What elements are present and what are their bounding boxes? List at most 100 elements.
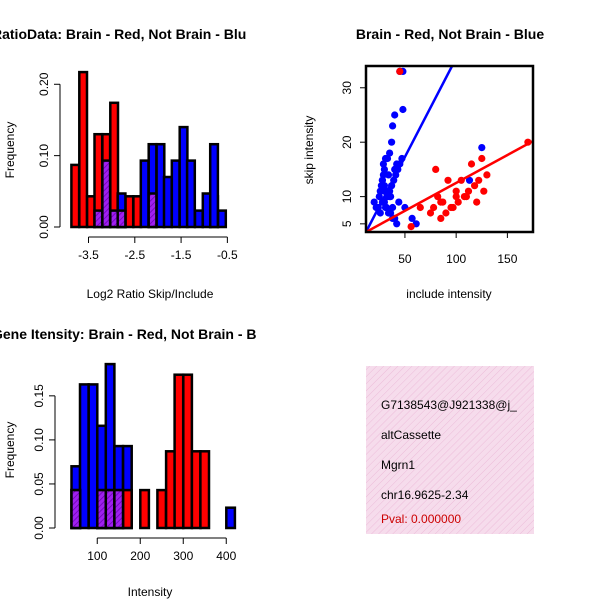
gene-bar-brain — [199, 450, 211, 530]
scatter-point-not-brain — [387, 193, 395, 201]
scatter-point-brain — [473, 198, 481, 206]
scatter-point-brain — [437, 214, 445, 222]
ratio-histogram-bars — [70, 70, 228, 229]
gene-bar-not-brain — [225, 506, 237, 530]
scatter-point-brain — [454, 198, 462, 206]
gene-y-tick-label: 0.15 — [32, 384, 46, 408]
ratio-bar-overlap — [116, 209, 127, 229]
ratio-bar-brain — [78, 70, 89, 229]
scatter-frame — [364, 64, 535, 234]
ratio-y-tick-label: 0.00 — [37, 215, 51, 239]
ratio-bar-overlap — [147, 192, 158, 229]
scatter-point-not-brain — [389, 203, 397, 212]
gene-bar-brain — [121, 488, 133, 530]
ratio-bar-not-brain — [216, 209, 228, 229]
scatter-point-not-brain — [379, 171, 387, 179]
gene-bar-brain — [156, 488, 168, 530]
gene-bar-brain — [139, 488, 151, 530]
scatter-y-tick-label: 5 — [340, 220, 354, 227]
intensity-scatter-panel: Brain - Red, Not Brain - Blue include in… — [302, 26, 544, 301]
gene-histogram-title: Gene Itensity: Brain - Red, Not Brain - … — [0, 326, 256, 342]
scatter-point-not-brain — [379, 160, 387, 168]
ratio-x-tick-label: -3.5 — [78, 248, 99, 262]
info-location: chr16.9625-2.34 — [381, 488, 469, 502]
scatter-point-brain — [430, 203, 438, 212]
ratio-bar-brain — [70, 163, 81, 229]
ratio-bar-not-brain — [162, 175, 173, 229]
info-junction-id: G7138543@J921338@j_ — [381, 398, 517, 412]
scatter-point-brain — [483, 171, 491, 179]
fit-line-red — [366, 140, 533, 232]
scatter-point-not-brain — [370, 198, 378, 206]
scatter-point-not-brain — [381, 154, 390, 163]
fit-line-blue — [366, 66, 454, 232]
scatter-point-not-brain — [386, 149, 394, 157]
scatter-ylabel: skip intensity — [302, 116, 316, 185]
scatter-point-not-brain — [399, 105, 407, 114]
scatter-point-not-brain — [384, 171, 393, 179]
scatter-point-brain — [437, 198, 445, 206]
ratio-x-tick-label: -0.5 — [217, 248, 238, 262]
scatter-point-not-brain — [478, 144, 486, 152]
scatter-point-brain — [478, 154, 486, 163]
scatter-xlabel: include intensity — [406, 287, 491, 301]
gene-x-tick-label: 100 — [87, 549, 107, 563]
scatter-point-brain — [480, 187, 488, 195]
scatter-point-brain — [442, 209, 450, 217]
scatter-title: Brain - Red, Not Brain - Blue — [356, 26, 544, 42]
gene-bar-brain — [173, 373, 185, 530]
scatter-point-not-brain — [408, 214, 416, 222]
scatter-point-brain — [407, 223, 415, 231]
scatter-point-not-brain — [382, 203, 391, 212]
scatter-point-not-brain — [376, 209, 384, 217]
scatter-point-brain — [471, 182, 479, 190]
scatter-point-brain — [475, 176, 483, 184]
scatter-point-brain — [452, 187, 460, 195]
scatter-plot-area — [366, 66, 533, 232]
scatter-clip-group — [366, 66, 533, 232]
gene-histogram-bars — [70, 362, 237, 530]
info-box-panel: G7138543@J921338@j_ altCassette Mgrn1 ch… — [366, 366, 534, 534]
scatter-y-tick-label: 20 — [340, 135, 354, 149]
scatter-point-not-brain — [393, 220, 401, 228]
info-event-type: altCassette — [381, 428, 441, 442]
ratio-y-tick-label: 0.10 — [37, 144, 51, 168]
scatter-point-brain — [426, 209, 435, 217]
ratio-x-tick-label: -2.5 — [124, 248, 145, 262]
info-gene-name: Mgrn1 — [381, 458, 415, 472]
scatter-point-brain — [452, 193, 460, 201]
gene-y-tick-label: 0.10 — [32, 428, 46, 452]
ratio-histogram-ylabel: Frequency — [3, 122, 17, 179]
scatter-point-brain — [460, 193, 468, 201]
scatter-point-not-brain — [380, 182, 388, 190]
gene-x-tick-label: 200 — [130, 549, 150, 563]
scatter-x-tick-label: 50 — [398, 252, 412, 266]
gene-histogram-axes: 100 200 300 400 0.00 0.05 0.10 0.15 — [32, 384, 237, 563]
info-box-background — [366, 366, 534, 534]
ratio-bar-overlap — [101, 159, 112, 229]
ratio-bar-not-brain — [193, 209, 204, 229]
scatter-x-tick-label: 100 — [446, 252, 466, 266]
gene-bar-overlap — [70, 488, 82, 530]
scatter-point-not-brain — [380, 165, 388, 173]
gene-histogram-ylabel: Frequency — [3, 422, 17, 479]
gene-y-tick-label: 0.00 — [32, 516, 46, 540]
gene-x-tick-label: 400 — [216, 549, 236, 563]
scatter-point-not-brain — [378, 176, 386, 184]
scatter-y-tick-label: 10 — [340, 190, 354, 204]
ratio-bar-not-brain — [185, 159, 197, 229]
scatter-point-not-brain — [387, 209, 395, 217]
ratio-bar-not-brain — [170, 159, 181, 229]
ratio-histogram-panel: RatioData: Brain - Red, Not Brain - Blu … — [0, 26, 246, 301]
scatter-point-brain — [444, 176, 452, 184]
gene-bar-not-brain — [87, 383, 99, 530]
scatter-point-brain — [432, 165, 440, 173]
gene-bar-brain — [182, 373, 194, 530]
scatter-point-not-brain — [465, 176, 474, 184]
ratio-histogram-title: RatioData: Brain - Red, Not Brain - Blu — [0, 26, 246, 42]
scatter-point-not-brain — [391, 111, 399, 119]
ratio-bar-not-brain — [139, 159, 150, 229]
scatter-point-brain — [449, 203, 457, 212]
gene-intensity-histogram-panel: Gene Itensity: Brain - Red, Not Brain - … — [0, 326, 256, 599]
ratio-y-tick-label: 0.20 — [37, 72, 51, 96]
